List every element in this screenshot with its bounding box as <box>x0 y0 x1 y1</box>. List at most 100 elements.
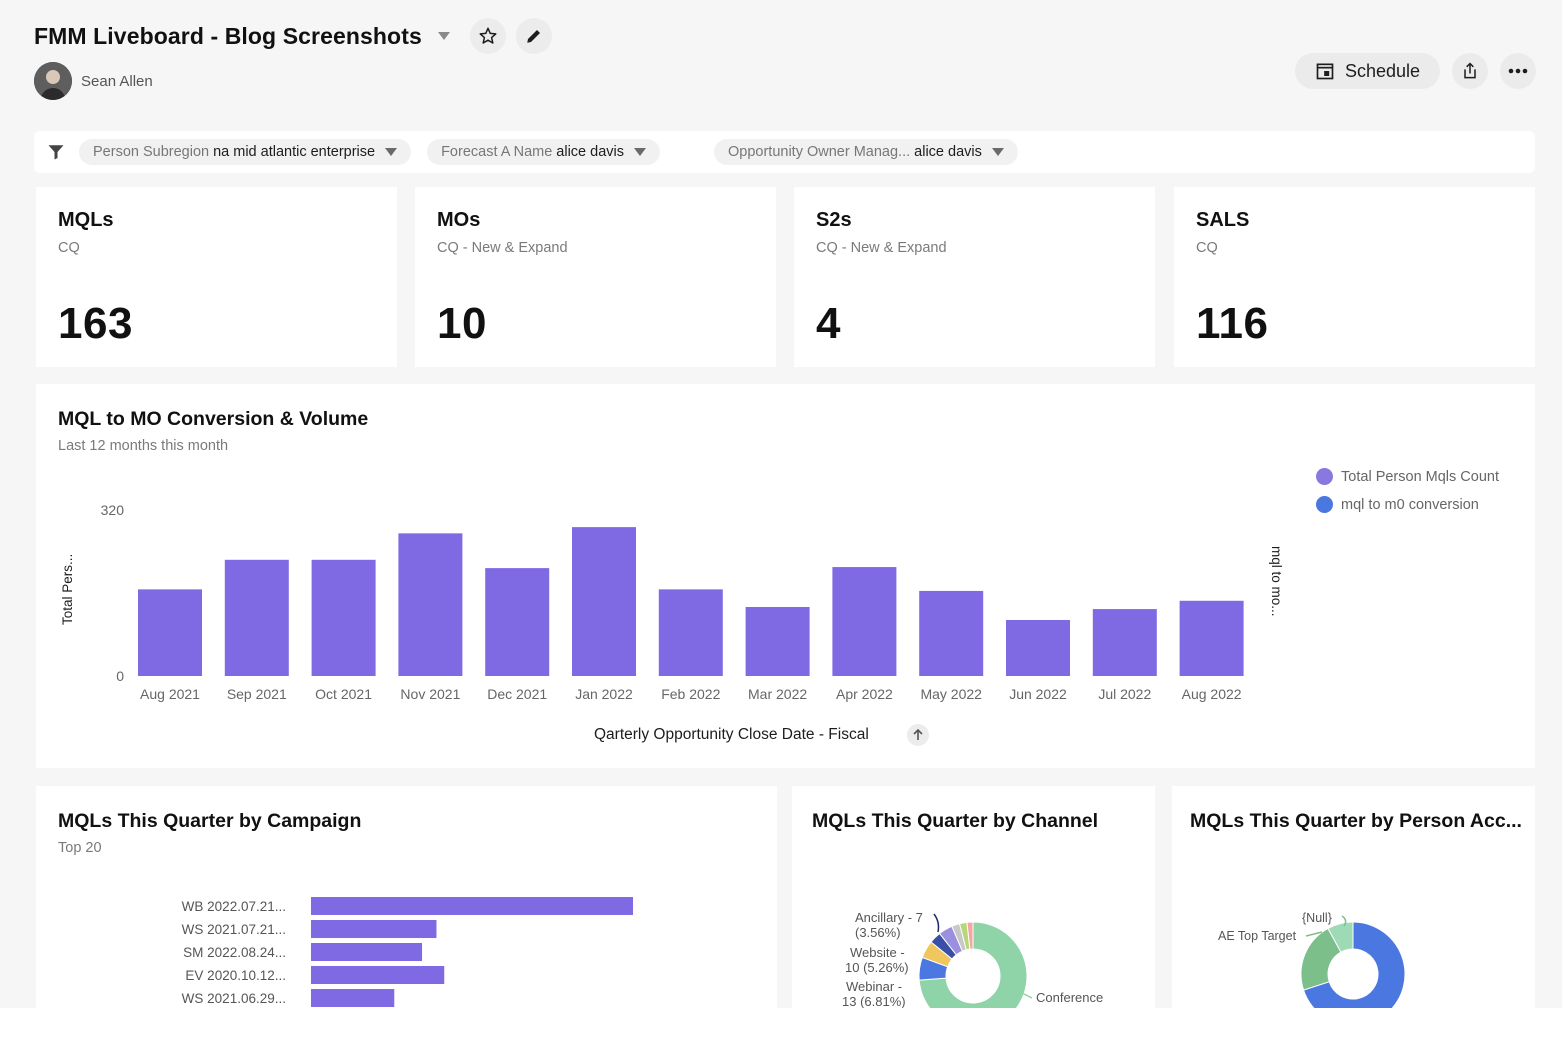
y-axis-title-right: mql to mo... <box>1269 546 1284 617</box>
legend-swatch <box>1316 496 1334 513</box>
bottom-edge <box>0 1008 1562 1040</box>
slice-label: 13 (6.81%) <box>842 994 906 1009</box>
y-tick-label: 320 <box>101 502 125 518</box>
x-tick-label: Nov 2021 <box>400 686 460 702</box>
sort-button[interactable] <box>907 724 929 746</box>
share-button[interactable] <box>1452 53 1488 89</box>
bar <box>919 590 984 676</box>
kpi-card-s2s[interactable]: S2s CQ - New & Expand 4 <box>794 187 1155 367</box>
bar <box>832 567 897 676</box>
bar <box>311 897 633 915</box>
chart-title: MQLs This Quarter by Person Acc... <box>1190 810 1522 832</box>
author-name: Sean Allen <box>81 72 153 90</box>
campaign-chart-card[interactable]: MQLs This Quarter by Campaign Top 20 WB … <box>36 786 777 1026</box>
kpi-subtitle: CQ <box>1196 240 1218 256</box>
chart-subtitle: Last 12 months this month <box>58 438 229 454</box>
y-tick-label: WS 2021.06.29... <box>182 991 286 1006</box>
more-options-button[interactable] <box>1500 53 1536 89</box>
more-icon <box>1508 68 1528 74</box>
filter-label: Forecast A Name <box>441 144 553 160</box>
bar <box>1006 619 1070 676</box>
bar <box>658 589 723 676</box>
bar <box>572 527 636 676</box>
edit-button[interactable] <box>515 18 552 54</box>
donut-chart: Ancillary - 7(3.56%) Website -10 (5.26%) W… <box>842 910 1103 1026</box>
x-tick-label: Apr 2022 <box>836 686 893 702</box>
y-tick-label: SM 2022.08.24... <box>183 945 286 960</box>
filter-label: Opportunity Owner Manag... <box>728 144 911 160</box>
avatar <box>34 62 72 100</box>
x-tick-label: Aug 2021 <box>140 686 200 702</box>
filter-value: na mid atlantic enterprise <box>213 144 376 160</box>
legend-label: Total Person Mqls Count <box>1341 468 1499 485</box>
x-tick-label: Jun 2022 <box>1009 686 1067 702</box>
bar <box>745 607 810 676</box>
donut-chart: {Null} AE Top Target <box>1218 911 1406 1026</box>
bar <box>224 559 289 676</box>
filter-value: alice davis <box>556 144 624 160</box>
bar <box>138 589 202 676</box>
star-icon <box>479 27 497 44</box>
schedule-button[interactable]: Schedule <box>1294 53 1440 89</box>
slice-label: Webinar - <box>846 979 902 994</box>
legend-item-conversion[interactable]: mql to m0 conversion <box>1316 496 1499 513</box>
account-chart-card[interactable]: MQLs This Quarter by Person Acc... {Null… <box>1172 786 1535 1026</box>
channel-chart-card[interactable]: MQLs This Quarter by Channel Ancillary -… <box>792 786 1155 1026</box>
pie-slice <box>1327 921 1354 953</box>
chevron-down-icon[interactable] <box>437 32 450 40</box>
x-tick-label: Jul 2022 <box>1098 686 1151 702</box>
x-tick-label: Sep 2021 <box>227 686 287 702</box>
x-tick-label: May 2022 <box>920 686 982 702</box>
leader-line <box>1305 931 1323 937</box>
x-tick-label: Dec 2021 <box>487 686 547 702</box>
kpi-card-mqls[interactable]: MQLs CQ 163 <box>36 187 397 367</box>
kpi-subtitle: CQ - New & Expand <box>437 240 568 256</box>
chevron-down-icon <box>385 148 398 156</box>
leader-line <box>933 913 940 933</box>
kpi-subtitle: CQ - New & Expand <box>816 240 947 256</box>
liveboard-header: FMM Liveboard - Blog Screenshots <box>34 18 552 54</box>
bar <box>1092 609 1157 676</box>
slice-label: {Null} <box>1302 911 1332 925</box>
arrow-up-icon <box>913 729 923 740</box>
bar <box>311 966 445 984</box>
kpi-title: MQLs <box>58 209 114 231</box>
favorite-button[interactable] <box>469 18 506 54</box>
x-tick-label: Aug 2022 <box>1182 686 1242 702</box>
filter-icon[interactable] <box>47 143 65 161</box>
page-title: FMM Liveboard - Blog Screenshots <box>34 22 422 49</box>
kpi-title: MOs <box>437 209 481 231</box>
mql-mo-chart-card[interactable]: MQL to MO Conversion & Volume Last 12 mo… <box>36 384 1535 768</box>
slice-label: 10 (5.26%) <box>845 960 909 975</box>
calendar-icon <box>1316 63 1334 80</box>
filter-chip-person-subregion[interactable]: Person Subregion na mid atlantic enterpr… <box>79 139 412 165</box>
bar <box>311 989 395 1007</box>
slice-label: Conference <box>1036 990 1103 1005</box>
top-actions: Schedule <box>1294 53 1536 89</box>
legend-item-mqls[interactable]: Total Person Mqls Count <box>1316 468 1499 485</box>
slice-label: Website - <box>850 945 905 960</box>
filter-value: alice davis <box>914 144 982 160</box>
kpi-card-sals[interactable]: SALS CQ 116 <box>1174 187 1535 367</box>
legend-swatch <box>1316 468 1334 485</box>
kpi-title: SALS <box>1196 209 1250 231</box>
leader-line <box>1341 915 1347 927</box>
pencil-icon <box>527 30 540 43</box>
x-tick-label: Oct 2021 <box>315 686 372 702</box>
filter-chip-opportunity-owner[interactable]: Opportunity Owner Manag... alice davis <box>714 139 1018 165</box>
y-axis-title-left: Total Pers... <box>60 553 75 625</box>
y-tick-label: WS 2021.07.21... <box>182 922 286 937</box>
pie-slice <box>918 921 1028 1026</box>
leader-line <box>1017 990 1033 999</box>
chart-title: MQLs This Quarter by Campaign <box>58 810 362 832</box>
kpi-value: 116 <box>1196 299 1269 348</box>
schedule-label: Schedule <box>1344 60 1420 81</box>
bar <box>311 559 376 676</box>
filter-label: Person Subregion <box>93 144 210 160</box>
chart-subtitle: Top 20 <box>58 840 102 856</box>
bar <box>1179 600 1244 676</box>
kpi-card-mos[interactable]: MOs CQ - New & Expand 10 <box>415 187 776 367</box>
y-tick-label: EV 2020.10.12... <box>185 968 286 983</box>
filter-chip-forecast-name[interactable]: Forecast A Name alice davis <box>427 139 660 165</box>
share-icon <box>1464 62 1476 79</box>
